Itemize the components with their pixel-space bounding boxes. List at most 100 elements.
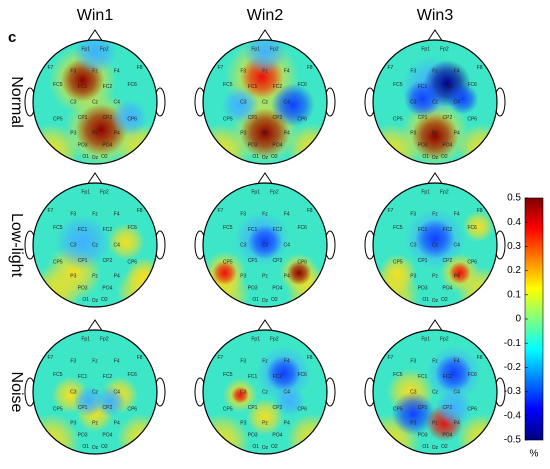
electrode-label: FC2	[443, 84, 453, 90]
electrode-label: FC6	[127, 225, 137, 231]
blob	[73, 40, 117, 75]
electrode-label: F4	[454, 358, 460, 364]
nose	[426, 29, 444, 43]
electrode-label: Oz	[262, 445, 269, 451]
blob	[95, 385, 126, 417]
electrode-label: CP2	[443, 115, 453, 121]
electrode-label: C3	[410, 389, 417, 395]
electrode-label: P3	[240, 130, 246, 136]
electrode-label: P4	[454, 130, 460, 136]
electrode-label: FC6	[467, 372, 477, 378]
electrode-label: O1	[422, 154, 429, 160]
electrode-label: FC5	[393, 225, 403, 231]
electrode-label: Fz	[262, 211, 268, 217]
electrode-label: F8	[477, 208, 483, 214]
electrode-label: FC6	[297, 225, 307, 231]
electrode-label: Fp2	[270, 47, 279, 53]
electrode-label: CP5	[393, 260, 403, 266]
colorbar-tick-label: 0.2	[507, 265, 521, 276]
electrode-label: PO4	[102, 286, 112, 292]
column-title: Win3	[417, 7, 454, 24]
electrode-label: FC1	[78, 374, 88, 380]
topomap: Fp1 Fp2 F7 F3 Fz F4 F8 FC5 FC1 FC2 FC6 C3 Cz C4 CP5 CP1…	[364, 319, 506, 455]
nose	[86, 29, 104, 43]
electrode-label: Cz	[262, 389, 269, 395]
electrode-label: CP2	[103, 405, 113, 411]
blob	[243, 40, 287, 75]
electrode-label: C3	[410, 99, 417, 105]
electrode-label: FC2	[273, 374, 283, 380]
electrode-label: Cz	[262, 242, 269, 248]
electrode-label: CP6	[127, 260, 137, 266]
electrode-label: Fp2	[100, 337, 109, 343]
electrode-label: C4	[113, 389, 120, 395]
electrode-label: F7	[217, 355, 223, 361]
topomap: Fp1 Fp2 F7 F3 Fz F4 F8 FC5 FC1 FC2 FC6 C3 Cz C4 CP5 CP1…	[364, 29, 506, 165]
head-outline	[202, 329, 328, 455]
electrode-label: Fp1	[421, 190, 430, 196]
panel-label: c	[8, 29, 16, 46]
electrode-label: Oz	[432, 445, 439, 451]
electrode-label: Pz	[432, 420, 438, 426]
electrode-label: Oz	[92, 298, 99, 304]
colorbar-tick-label: -0.2	[504, 362, 522, 373]
electrode-label: P4	[284, 420, 290, 426]
colorbar-tick-label: 0.4	[507, 217, 521, 228]
blob	[221, 86, 259, 124]
head-outline	[32, 329, 158, 455]
electrode-label: F3	[240, 211, 246, 217]
electrode-label: Pz	[432, 273, 438, 279]
electrode-label: O2	[441, 444, 448, 450]
blob	[462, 210, 494, 242]
electrode-label: F7	[217, 65, 223, 71]
colorbar-tick-label: 0.1	[507, 289, 521, 300]
electrode-label: Fp2	[440, 190, 449, 196]
electrode-label: CP1	[248, 405, 258, 411]
electrode-label: F7	[217, 208, 223, 214]
electrode-label: P3	[240, 420, 246, 426]
electrode-label: Fp1	[421, 47, 430, 53]
head-outline	[32, 39, 158, 165]
colorbar-tick-label: -0.1	[504, 338, 522, 349]
electrode-label: FC1	[418, 84, 428, 90]
electrode-label: CP1	[418, 258, 428, 264]
electrode-label: CP5	[393, 117, 403, 123]
electrode-label: FC5	[393, 372, 403, 378]
electrode-label: PO3	[78, 143, 88, 149]
blob	[266, 356, 301, 391]
rim-tint	[286, 413, 327, 454]
electrode-label: O1	[422, 444, 429, 450]
head-outline	[372, 39, 498, 165]
electrode-label: F3	[410, 358, 416, 364]
electrode-label: FC6	[467, 225, 477, 231]
electrode-label: Pz	[262, 130, 268, 136]
electrode-label: CP2	[103, 258, 113, 264]
electrode-label: CP2	[443, 258, 453, 264]
electrode-label: FC1	[418, 374, 428, 380]
electrode-label: Fp2	[100, 190, 109, 196]
electrode-label: FC6	[467, 82, 477, 88]
electrode-label: CP1	[418, 115, 428, 121]
electrode-label: Fp1	[81, 47, 90, 53]
electrode-label: CP6	[467, 260, 477, 266]
blob	[391, 392, 435, 436]
electrode-label: FC6	[127, 82, 137, 88]
electrode-label: PO4	[272, 286, 282, 292]
electrode-label: Cz	[92, 242, 99, 248]
electrode-label: F7	[387, 65, 393, 71]
blob	[448, 261, 471, 285]
blob	[240, 108, 290, 158]
blob	[274, 385, 306, 417]
electrode-label: FC5	[53, 225, 63, 231]
nose	[426, 319, 444, 333]
electrode-label: O1	[252, 154, 259, 160]
electrode-label: FC1	[248, 374, 258, 380]
electrode-label: PO3	[418, 433, 428, 439]
electrode-label: FC1	[78, 84, 88, 90]
electrode-label: Fp2	[440, 47, 449, 53]
electrode-label: F3	[70, 211, 76, 217]
electrode-label: F3	[70, 358, 76, 364]
electrode-label: Oz	[262, 298, 269, 304]
electrode-label: F3	[240, 358, 246, 364]
